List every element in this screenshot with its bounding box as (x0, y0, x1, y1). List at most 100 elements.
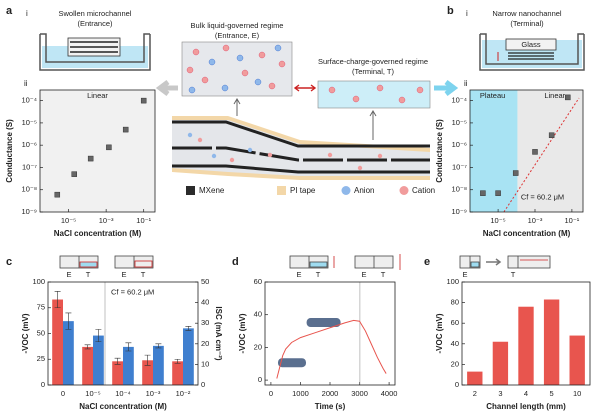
bar (153, 345, 164, 385)
x-tick-label: 3000 (351, 389, 368, 398)
y2-tick-label: 20 (201, 339, 209, 348)
bar (543, 299, 560, 385)
annotation: Cf = 60.2 μM (521, 192, 564, 201)
sub-label: i (466, 9, 468, 18)
x-tick-label: 10⁻⁴ (115, 389, 131, 398)
y-tick-label: 100 (32, 277, 45, 286)
diagram-title: Bulk liquid-governed regime (191, 21, 284, 30)
diagram-subtitle: (Entrance, E) (215, 31, 260, 40)
y-tick-label: 10⁻⁶ (22, 140, 37, 149)
y-tick-label: 75 (37, 303, 45, 312)
x-tick-label: 10⁻⁵ (61, 216, 76, 225)
plateau-region (470, 90, 518, 212)
y-tick-label: 0 (41, 380, 45, 389)
point (140, 97, 147, 104)
x-tick-label: 10⁻⁵ (85, 389, 100, 398)
error-bar (84, 344, 91, 350)
plot-frame (264, 281, 396, 386)
y-axis-title: Conductance (S) (435, 119, 444, 183)
point (548, 132, 555, 138)
x-tick-label: 0 (61, 389, 65, 398)
x-tick-label: 2 (473, 389, 477, 398)
y-tick-label: 10⁻⁹ (451, 207, 467, 216)
x-tick-label: 10⁻³ (99, 216, 114, 225)
error-bar (144, 354, 151, 366)
x-tick-label: 10 (573, 389, 581, 398)
y-tick-label: 10⁻⁵ (452, 118, 467, 127)
point (495, 190, 501, 196)
sub-label: i (26, 9, 28, 18)
panel-letter: a (6, 5, 13, 17)
y-tick-label: 10⁻⁸ (452, 185, 467, 194)
glass-label: Glass (521, 40, 540, 49)
bar (123, 346, 134, 385)
error-bar (155, 343, 162, 349)
x-tick-label: 4000 (381, 389, 398, 398)
bar (183, 328, 194, 385)
y-tick-label: 20 (254, 342, 262, 351)
icon-label: E (361, 270, 366, 279)
x-tick-label: 0 (269, 389, 273, 398)
linear-region (517, 90, 583, 212)
annotation: Linear (544, 91, 565, 100)
y-axis-title: -VOC (mV) (21, 313, 30, 353)
y-tick-label: 10⁻⁵ (22, 118, 37, 127)
diagram-title: Swollen microchannel (59, 9, 132, 18)
surface-box (317, 80, 431, 109)
plot-frame (461, 281, 591, 386)
channel-icons (59, 254, 551, 270)
bar (467, 371, 483, 385)
point (122, 126, 129, 133)
legend-label: MXene (199, 186, 225, 195)
annotation: Cf = 60.2 μM (111, 287, 154, 296)
sub-label: ii (464, 79, 468, 88)
error-bar (174, 358, 181, 364)
point (71, 171, 77, 177)
x-tick-label: 10⁻³ (528, 216, 543, 225)
x-tick-label: 2000 (322, 389, 339, 398)
x-axis-title: Channel length (mm) (486, 402, 566, 411)
bar (172, 361, 183, 385)
icon-label: E (66, 270, 71, 279)
left-arrow (155, 80, 178, 96)
bar (492, 341, 509, 385)
diagram-title: Surface-charge-governed regime (318, 57, 428, 66)
y2-tick-label: 50 (201, 277, 209, 286)
line (276, 319, 387, 379)
icon-label: T (316, 270, 321, 279)
right-arrow (434, 80, 459, 96)
y-tick-label: 10⁻⁷ (22, 162, 37, 171)
diagram-subtitle: (Terminal, T) (352, 67, 394, 76)
x-tick-label: 10⁻³ (146, 389, 161, 398)
error-bar (95, 329, 102, 343)
device-inset (278, 358, 306, 368)
x-tick-label: 10⁻⁵ (490, 216, 505, 225)
plot-frame (47, 281, 199, 386)
panel-letter: e (424, 256, 430, 268)
point (480, 190, 486, 196)
y2-tick-label: 40 (201, 298, 209, 307)
error-bar (125, 342, 132, 352)
bar (63, 321, 74, 385)
legend-label: PI tape (290, 186, 316, 195)
bar (518, 306, 534, 385)
x-tick-label: 1000 (292, 389, 309, 398)
double-arrow (293, 84, 317, 92)
bar (82, 346, 93, 385)
y-tick-label: 25 (37, 354, 45, 363)
y-tick-label: 10⁻⁴ (21, 96, 37, 105)
legend (186, 186, 409, 195)
x-tick-label: 5 (550, 389, 554, 398)
device-inset (306, 318, 341, 328)
trough-diagram (39, 33, 151, 71)
point (54, 191, 61, 198)
annotation: Plateau (480, 91, 505, 100)
y2-tick-label: 0 (201, 380, 205, 389)
bar (569, 335, 585, 385)
x-tick-label: 10⁻² (176, 389, 191, 398)
plot-frame (39, 89, 156, 213)
fit-line (503, 97, 580, 213)
y-tick-label: 0 (455, 380, 459, 389)
y-tick-label: 20 (451, 359, 459, 368)
diagram-title: Narrow nanochannel (492, 9, 562, 18)
